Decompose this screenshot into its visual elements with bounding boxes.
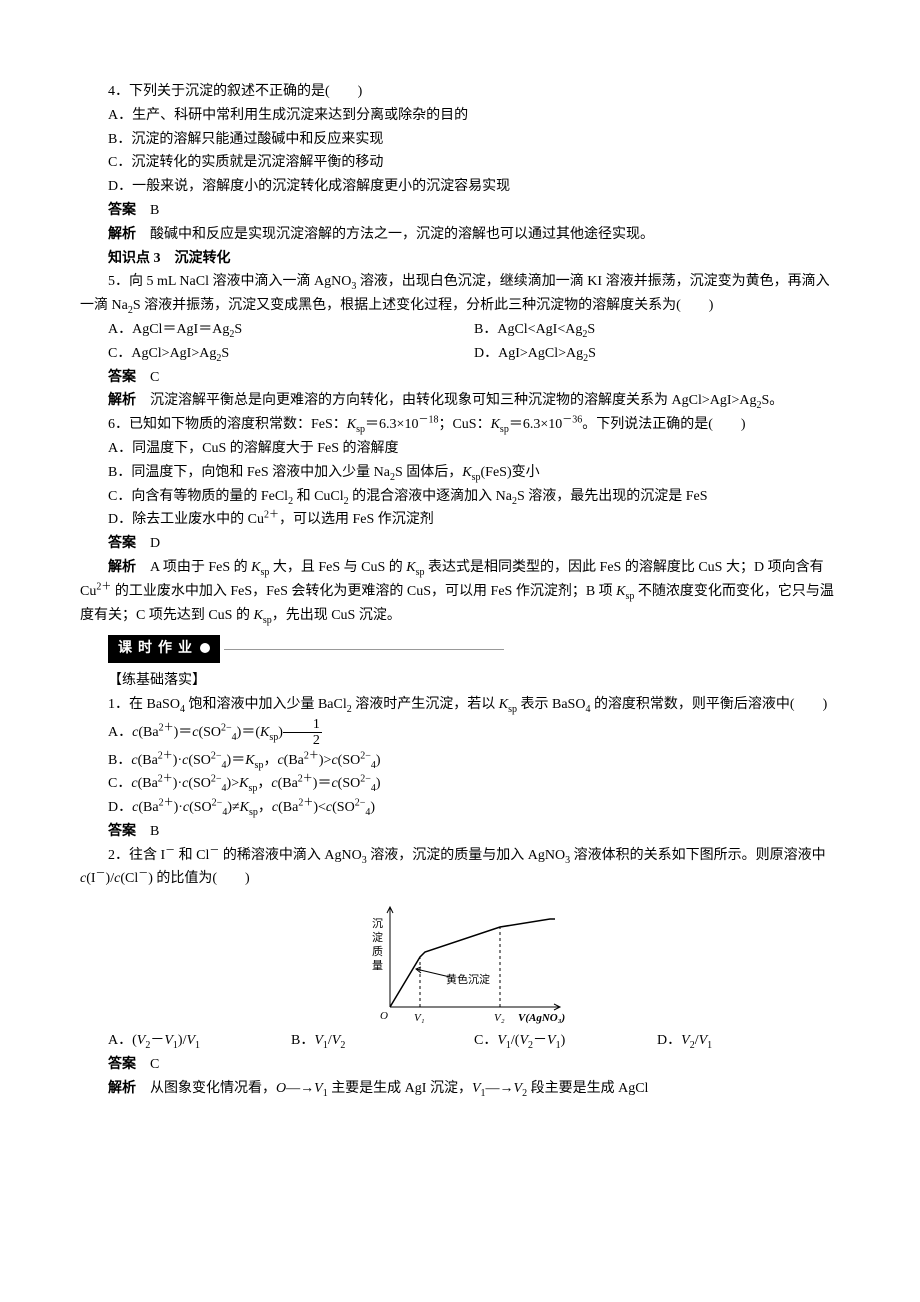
q6-answer: 答案 D xyxy=(80,532,840,556)
q6-ans-val: D xyxy=(150,536,160,551)
section-bar: 课时作业 xyxy=(108,635,220,663)
q5-exp-text: 沉淀溶解平衡总是向更难溶的方向转化，由转化现象可知三种沉淀物的溶解度关系为 Ag… xyxy=(150,393,757,408)
p1-opt-a: A．c(Ba2＋)＝c(SO2−4)＝(Ksp)12 xyxy=(80,717,840,749)
p1-opt-d: D．c(Ba2＋)·c(SO2−4)≠Ksp，c(Ba2＋)<c(SO2−4) xyxy=(80,796,840,820)
p1-ans-label: 答案 xyxy=(108,824,136,839)
q5-s1: 5．向 5 mL NaCl 溶液中滴入一滴 AgNO xyxy=(108,274,351,289)
q5-s3: S 溶液并振荡，沉淀又变成黑色，根据上述变化过程，分析此三种沉淀物的溶解度关系为… xyxy=(133,298,714,313)
q5-ans-label: 答案 xyxy=(108,370,136,385)
section-header: 课时作业 xyxy=(108,635,840,663)
svg-text:O: O xyxy=(380,1010,388,1022)
p1-opt-c: C．c(Ba2＋)·c(SO2−4)>Ksp，c(Ba2＋)＝c(SO2−4) xyxy=(80,772,840,796)
svg-text:质: 质 xyxy=(372,945,383,958)
q5-opt-c: C．AgCl>AgI>Ag2S xyxy=(108,342,474,366)
q6-exp-label: 解析 xyxy=(108,560,136,575)
q5-opt-d: D．AgI>AgCl>Ag2S xyxy=(474,342,840,366)
q6-opt-d: D．除去工业废水中的 Cu2＋，可以选用 FeS 作沉淀剂 xyxy=(80,508,840,532)
svg-text:黄色沉淀: 黄色沉淀 xyxy=(446,972,490,986)
sub-section: 【练基础落实】 xyxy=(80,669,840,693)
q5-ans-val: C xyxy=(150,370,159,385)
q6-opt-b: B．同温度下，向饱和 FeS 溶液中加入少量 Na2S 固体后，Ksp(FeS)… xyxy=(80,461,840,485)
q6-opt-c: C．向含有等物质的量的 FeCl2 和 CuCl2 的混合溶液中逐滴加入 Na2… xyxy=(80,485,840,509)
p1-stem: 1．在 BaSO4 饱和溶液中加入少量 BaCl2 溶液时产生沉淀，若以 Ksp… xyxy=(80,693,840,717)
p2-exp-label: 解析 xyxy=(108,1081,136,1096)
q4-answer: 答案 B xyxy=(80,199,840,223)
section-dot-icon xyxy=(200,643,210,653)
q5-opt-a: A．AgCl＝AgI＝Ag2S xyxy=(108,318,474,342)
q5-exp-label: 解析 xyxy=(108,393,136,408)
q4-exp-text: 酸碱中和反应是实现沉淀溶解的方法之一，沉淀的溶解也可以通过其他途径实现。 xyxy=(150,227,654,242)
q6-ans-label: 答案 xyxy=(108,536,136,551)
p2-ans-label: 答案 xyxy=(108,1057,136,1072)
section-line xyxy=(224,649,504,650)
p2-opt-d: D．V2/V1 xyxy=(657,1029,840,1053)
q4-opt-a: A．生产、科研中常利用生成沉淀来达到分离或除杂的目的 xyxy=(80,104,840,128)
q6-opt-a: A．同温度下，CuS 的溶解度大于 FeS 的溶解度 xyxy=(80,437,840,461)
svg-text:V₁: V₁ xyxy=(414,1012,425,1024)
q6-explain: 解析 A 项由于 FeS 的 Ksp 大，且 FeS 与 CuS 的 Ksp 表… xyxy=(80,556,840,627)
q5-opts-row2: C．AgCl>AgI>Ag2S D．AgI>AgCl>Ag2S xyxy=(80,342,840,366)
p2-stem: 2．往含 I－ 和 Cl－ 的稀溶液中滴入 AgNO3 溶液，沉淀的质量与加入 … xyxy=(80,844,840,892)
q5-answer: 答案 C xyxy=(80,366,840,390)
p2-answer: 答案 C xyxy=(80,1053,840,1077)
p2-explain: 解析 从图象变化情况看，O—→V1 主要是生成 AgI 沉淀，V1—→V2 段主… xyxy=(80,1077,840,1101)
q4-ans-val: B xyxy=(150,203,159,218)
p1-answer: 答案 B xyxy=(80,820,840,844)
p2-opt-b: B．V1/V2 xyxy=(291,1029,474,1053)
section-title: 课时作业 xyxy=(118,641,198,656)
q4-opt-d: D．一般来说，溶解度小的沉淀转化成溶解度更小的沉淀容易实现 xyxy=(80,175,840,199)
q4-explain: 解析 酸碱中和反应是实现沉淀溶解的方法之一，沉淀的溶解也可以通过其他途径实现。 xyxy=(80,223,840,247)
p2-opt-c: C．V1/(V2－V1) xyxy=(474,1029,657,1053)
svg-text:淀: 淀 xyxy=(372,930,383,944)
q5-opts-row1: A．AgCl＝AgI＝Ag2S B．AgCl<AgI<Ag2S xyxy=(80,318,840,342)
q5-explain: 解析 沉淀溶解平衡总是向更难溶的方向转化，由转化现象可知三种沉淀物的溶解度关系为… xyxy=(80,389,840,413)
p1-opt-b: B．c(Ba2＋)·c(SO2−4)＝Ksp，c(Ba2＋)>c(SO2−4) xyxy=(80,749,840,773)
svg-text:量: 量 xyxy=(372,959,383,972)
chart-figure: 沉淀质量 O V₁ V₂ V(AgNO₃) 黄色沉淀 xyxy=(80,897,840,1027)
precipitate-chart: 沉淀质量 O V₁ V₂ V(AgNO₃) 黄色沉淀 xyxy=(350,897,570,1027)
q5-exp-suf: S。 xyxy=(762,393,784,408)
q5-opt-b: B．AgCl<AgI<Ag2S xyxy=(474,318,840,342)
q4-stem: 4．下列关于沉淀的叙述不正确的是( ) xyxy=(80,80,840,104)
p2-ans-val: C xyxy=(150,1057,159,1072)
p2-opt-a: A．(V2－V1)/V1 xyxy=(108,1029,291,1053)
q4-opt-b: B．沉淀的溶解只能通过酸碱中和反应来实现 xyxy=(80,128,840,152)
p2-opts: A．(V2－V1)/V1 B．V1/V2 C．V1/(V2－V1) D．V2/V… xyxy=(80,1029,840,1053)
q4-exp-label: 解析 xyxy=(108,227,136,242)
q4-opt-c: C．沉淀转化的实质就是沉淀溶解平衡的移动 xyxy=(80,151,840,175)
p1-ans-val: B xyxy=(150,824,159,839)
q6-stem: 6．已知如下物质的溶度积常数：FeS：Ksp＝6.3×10－18；CuS：Ksp… xyxy=(80,413,840,437)
svg-text:沉: 沉 xyxy=(372,917,383,930)
svg-text:V₂: V₂ xyxy=(494,1012,505,1024)
svg-text:V(AgNO₃): V(AgNO₃) xyxy=(518,1012,565,1024)
q5-stem: 5．向 5 mL NaCl 溶液中滴入一滴 AgNO3 溶液，出现白色沉淀，继续… xyxy=(80,270,840,318)
knowledge-point-3: 知识点 3 沉淀转化 xyxy=(80,247,840,271)
q4-ans-label: 答案 xyxy=(108,203,136,218)
